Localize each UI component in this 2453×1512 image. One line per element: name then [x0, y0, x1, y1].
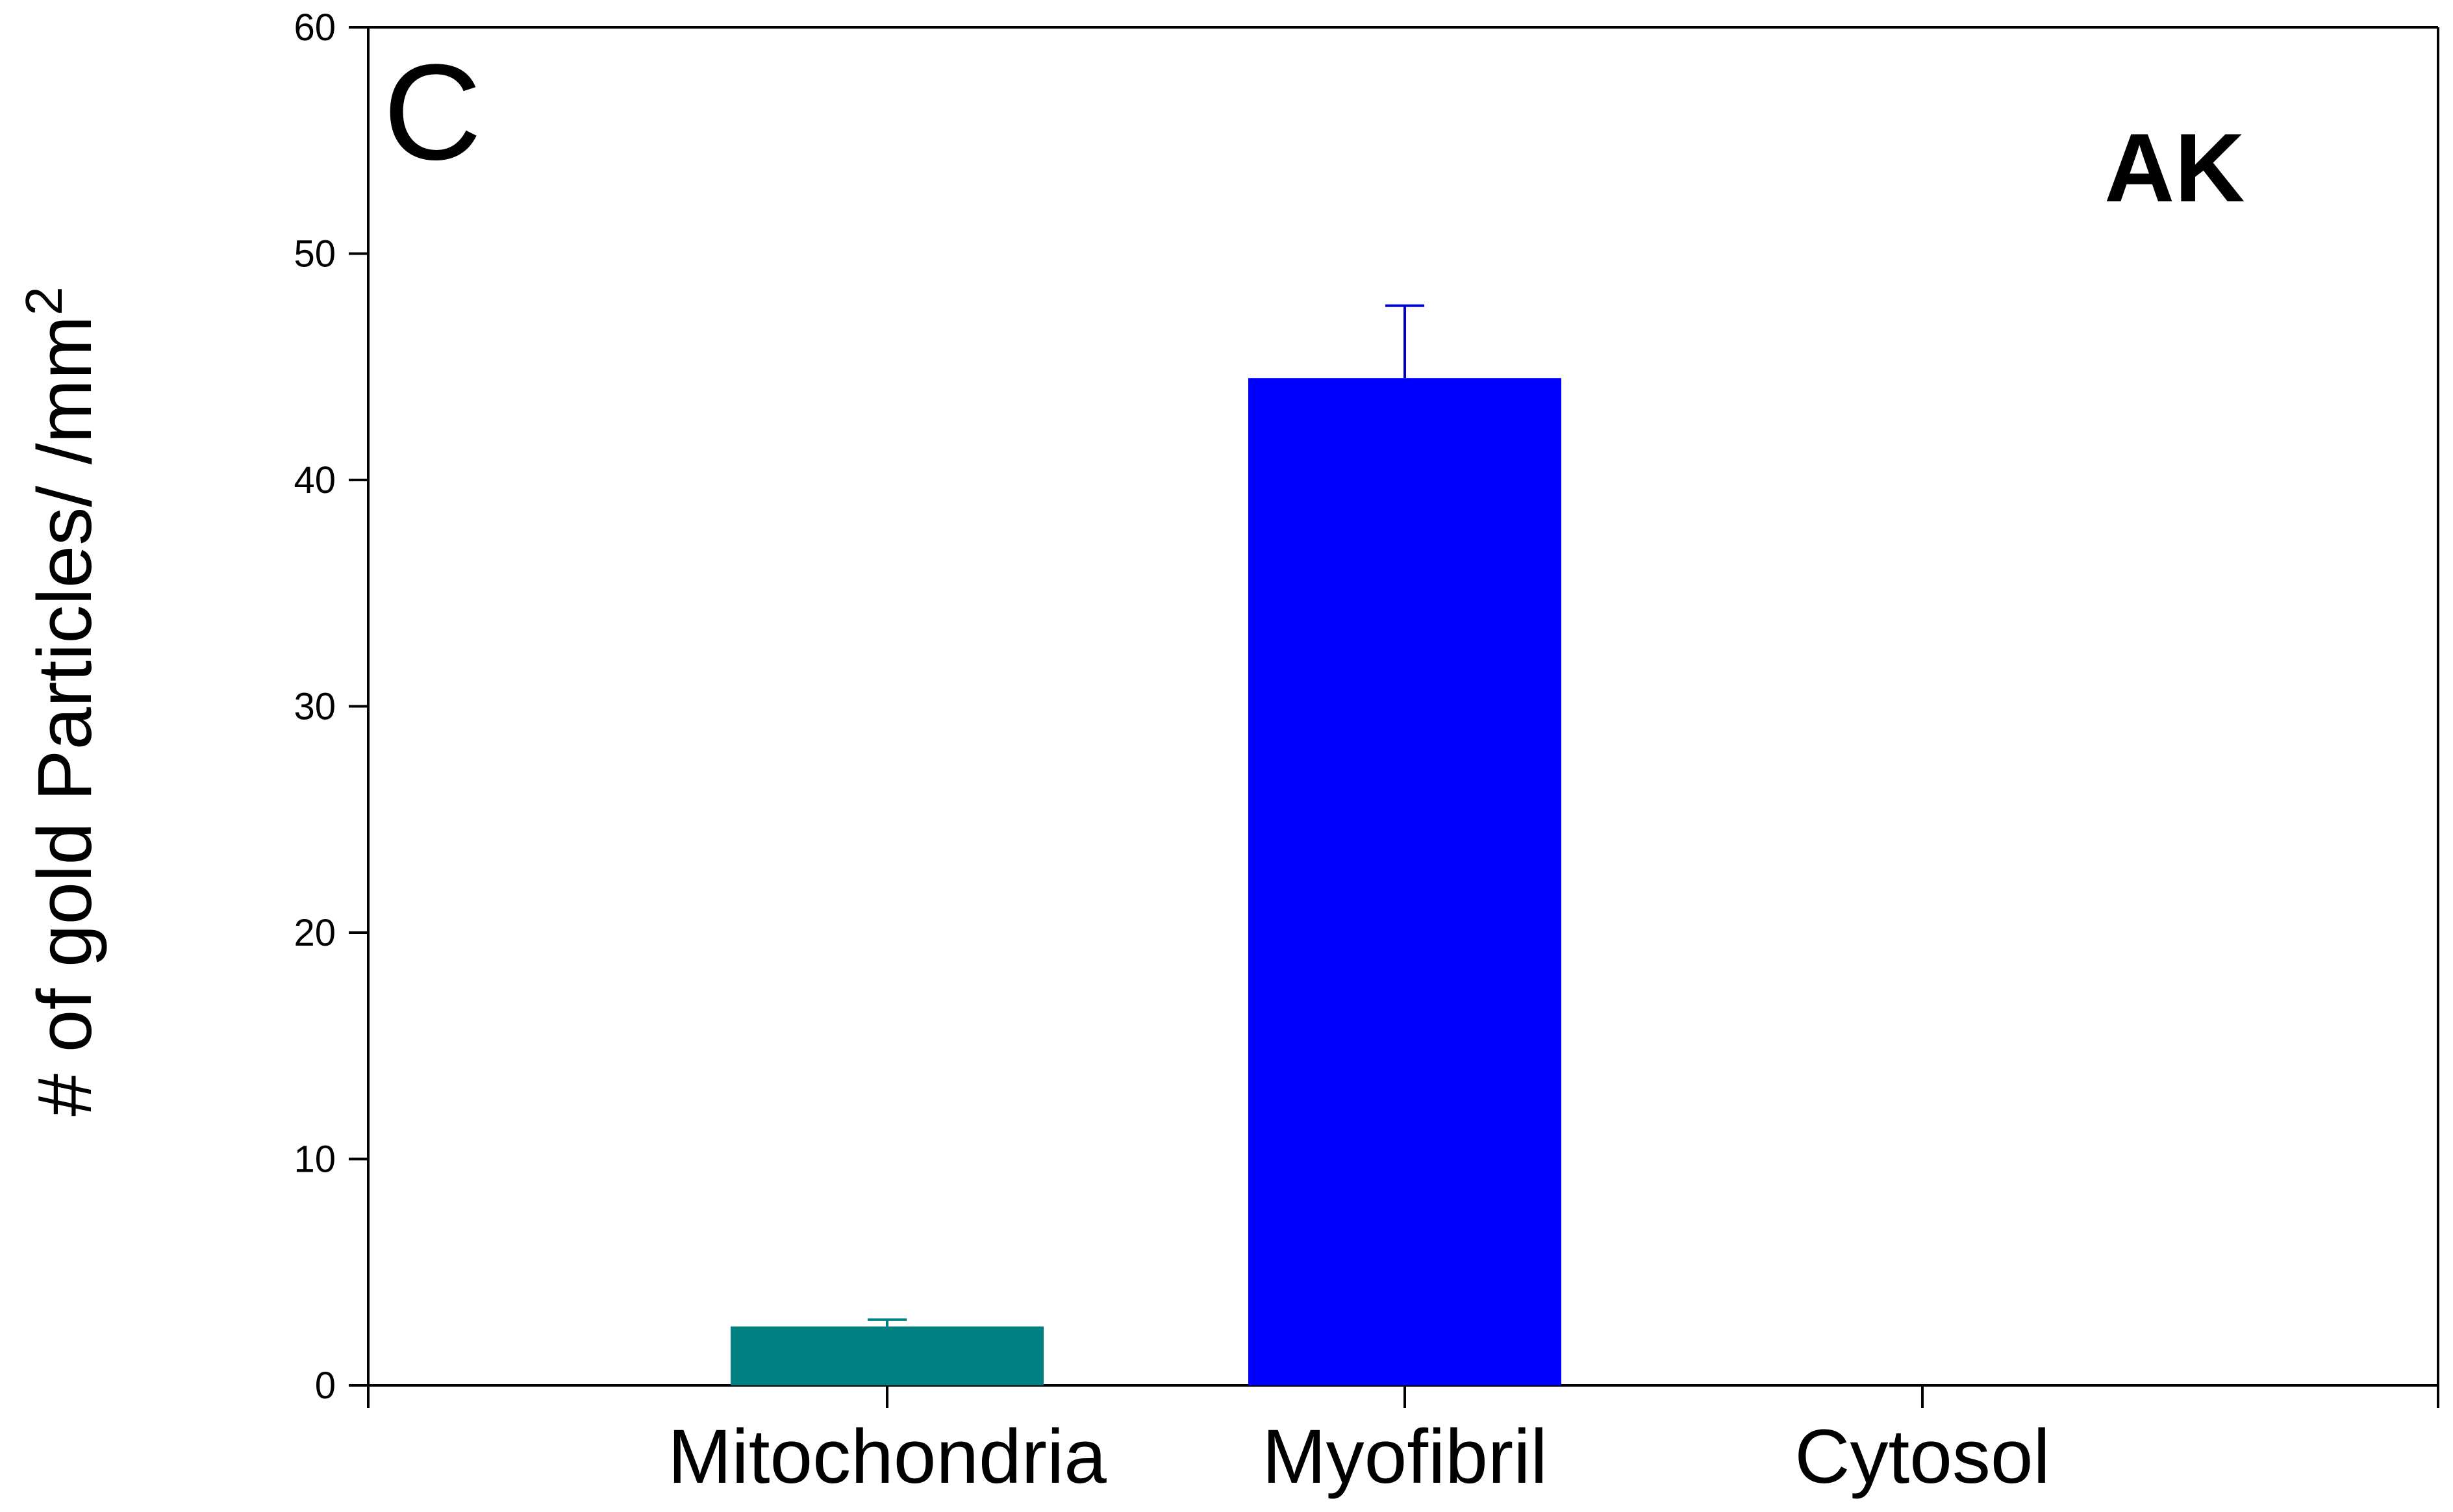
plot-frame: [368, 26, 2439, 1385]
y-tick-label: 20: [294, 912, 336, 954]
y-axis-title: # of gold Particles/ /mm2: [15, 286, 108, 1116]
x-tick-label: Mitochondria: [668, 1414, 1107, 1500]
y-axis-title-superscript: 2: [15, 286, 73, 316]
y-tick-label: 60: [294, 6, 336, 49]
x-axis: Mitochondria Myofibril Cytosol: [367, 1384, 2439, 1500]
y-tick-label: 0: [315, 1365, 336, 1407]
x-tick-label: Myofibril: [1262, 1414, 1547, 1500]
y-axis: 0 10 20 30 40 50 60: [294, 6, 370, 1407]
panel-label: C: [383, 36, 482, 188]
annotation-label: AK: [2104, 113, 2245, 222]
bar: [1248, 378, 1561, 1385]
y-tick-label: 40: [294, 459, 336, 501]
bar: [731, 1326, 1044, 1385]
y-tick-label: 30: [294, 686, 336, 728]
bars: [731, 304, 1561, 1385]
y-tick-label: 50: [294, 233, 336, 275]
y-tick-label: 10: [294, 1139, 336, 1181]
x-tick-label: Cytosol: [1794, 1414, 2050, 1500]
y-axis-title-text: # of gold Particles/ /mm: [22, 316, 108, 1116]
